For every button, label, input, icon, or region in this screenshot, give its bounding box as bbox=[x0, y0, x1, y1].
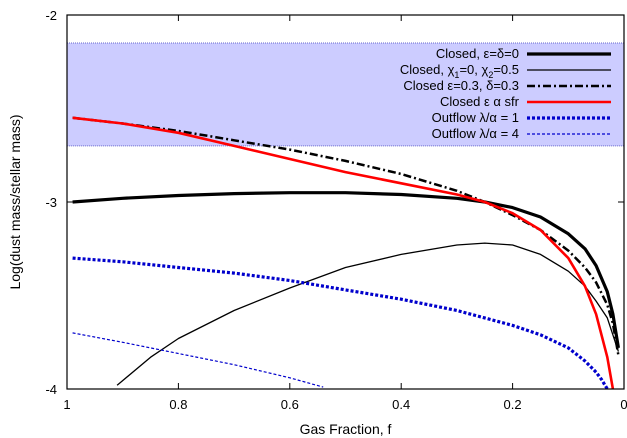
series-line-4 bbox=[72, 116, 615, 389]
legend-label: Closed ε=0.3, δ=0.3 bbox=[403, 78, 519, 93]
legend-label: Outflow λ/α = 4 bbox=[432, 126, 519, 141]
y-tick-label: -4 bbox=[45, 382, 57, 397]
series-line-1 bbox=[72, 191, 620, 349]
x-tick-label: 0.8 bbox=[169, 397, 187, 412]
legend-label: Closed, χ1​=0, χ2​=0.5 bbox=[400, 62, 519, 80]
legend-label: Closed, ε=δ=0 bbox=[436, 46, 519, 61]
x-axis-label: Gas Fraction, f bbox=[300, 421, 392, 437]
highlight-band bbox=[66, 42, 625, 147]
x-tick-label: 0.2 bbox=[504, 397, 522, 412]
x-tick-label: 0.4 bbox=[392, 397, 410, 412]
x-tick-label: 0.6 bbox=[281, 397, 299, 412]
x-tick-label: 1 bbox=[63, 397, 70, 412]
legend-label: Closed ε α sfr bbox=[440, 94, 520, 109]
series-line-2 bbox=[116, 242, 620, 386]
series-line-6 bbox=[72, 332, 324, 388]
y-tick-label: -2 bbox=[45, 8, 57, 23]
series-line-3 bbox=[72, 116, 620, 356]
legend-label: Outflow λ/α = 1 bbox=[432, 110, 519, 125]
y-axis-label: Log(dust mass/stellar mass) bbox=[7, 114, 23, 289]
series-line-5 bbox=[72, 256, 609, 389]
x-tick-label: 0 bbox=[620, 397, 627, 412]
y-tick-label: -3 bbox=[45, 195, 57, 210]
